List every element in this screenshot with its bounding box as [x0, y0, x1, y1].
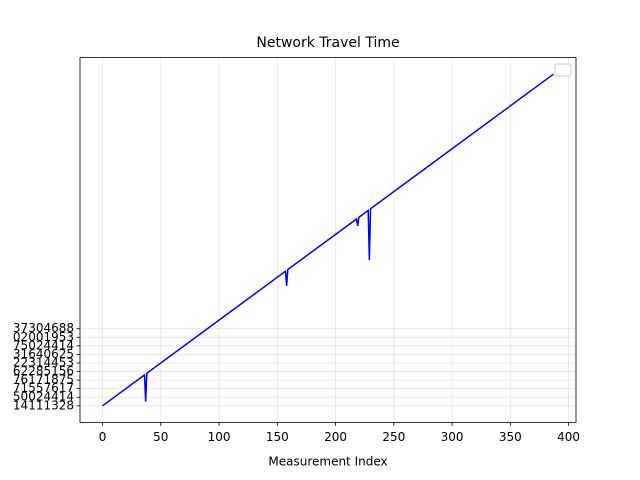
x-tick-label: 300 — [441, 430, 464, 444]
y-tick-label: 75024414 — [13, 338, 74, 352]
x-tick-label: 150 — [266, 430, 289, 444]
x-tick-label: 50 — [153, 430, 168, 444]
y-tick-label: 31640625 — [13, 347, 74, 361]
data-line — [102, 73, 554, 407]
y-tick-label: 62285156 — [13, 364, 74, 378]
x-tick-label: 400 — [557, 430, 580, 444]
legend — [554, 63, 572, 77]
y-tick-label: 02001953 — [13, 330, 74, 344]
y-tick-label: 50024414 — [13, 390, 74, 404]
y-tick-label: 22314453 — [13, 355, 74, 369]
x-tick-label: 200 — [324, 430, 347, 444]
y-tick-label: 37304688 — [13, 321, 74, 335]
y-tick-label: 71557617 — [13, 381, 74, 395]
chart-title: Network Travel Time — [256, 35, 399, 51]
y-tick-label: 76171875 — [13, 373, 74, 387]
plot-frame — [79, 57, 577, 423]
x-tick-label: 100 — [208, 430, 231, 444]
x-tick-label: 350 — [499, 430, 522, 444]
x-tick-label: 0 — [99, 430, 107, 444]
y-tick-label: 14111328 — [13, 398, 74, 412]
x-axis-label: Measurement Index — [268, 455, 387, 469]
x-tick-label: 250 — [382, 430, 405, 444]
